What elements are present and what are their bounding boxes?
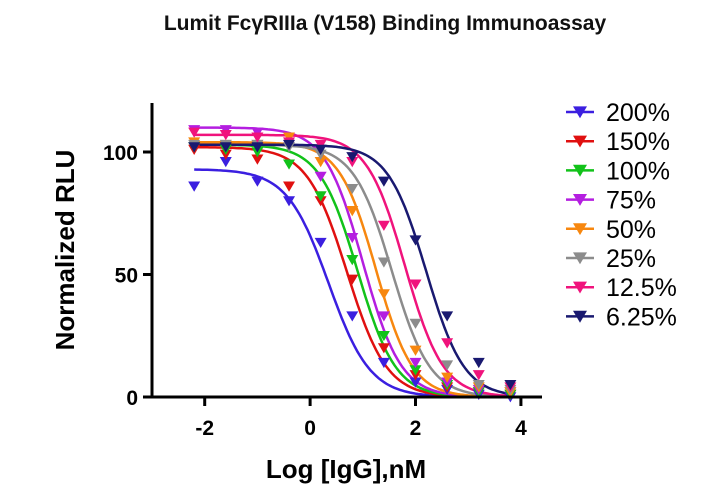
fit-curve-7 [194,143,511,396]
data-point [409,318,422,329]
data-point [219,142,232,153]
data-point [409,377,422,388]
data-point [188,181,201,192]
data-point [314,191,327,202]
data-point [409,345,422,356]
x-tick-label: 0 [304,417,316,440]
data-point [377,343,390,354]
data-point [346,152,359,163]
y-tick-label: 100 [103,142,138,165]
data-point [346,274,359,285]
data-point [441,372,454,383]
data-point [441,311,454,322]
legend-marker [573,281,587,294]
data-point [377,357,390,369]
legend-marker [573,310,587,323]
data-point [377,220,390,231]
y-tick-label: 50 [115,265,138,288]
y-tick-label: 0 [126,387,138,410]
data-point [377,176,390,187]
legend-marker [573,164,587,177]
data-point [441,360,454,371]
legend-marker [573,135,587,148]
fit-curve-4 [194,140,511,399]
legend-label: 100% [606,157,670,185]
data-point [504,379,517,391]
data-point [314,157,327,168]
legend-label: 50% [606,216,656,244]
data-point [283,181,296,192]
legend-label: 6.25% [606,303,677,331]
data-point [314,171,327,182]
data-point [346,255,359,266]
data-point [346,206,359,217]
fit-curve-5 [194,143,511,398]
data-point [472,379,485,391]
legend-label: 150% [606,128,670,156]
data-point [314,237,327,249]
data-point [314,144,327,155]
legend-label: 75% [606,187,656,215]
legend: 200%150%100%75%50%25%12.5%6.25% [566,99,677,331]
legend-marker [573,252,587,265]
data-point [377,330,390,342]
x-tick-label: -2 [195,417,214,440]
data-point [377,257,390,268]
data-point [188,127,201,138]
legend-marker [573,223,587,236]
y-axis-title: Normalized RLU [50,150,80,351]
data-point [441,338,454,349]
data-point [251,142,264,153]
legend-label: 200% [606,99,670,127]
x-tick-label: 2 [410,417,422,440]
legend-label: 12.5% [606,274,677,302]
data-point [251,176,264,187]
legend-marker [573,106,587,119]
data-point [409,279,422,290]
legend-marker [573,194,587,206]
data-point [377,311,390,322]
data-point [472,357,485,369]
chart-title: Lumit FcγRIIIa (V158) Binding Immunoassa… [163,12,607,35]
x-tick-label: 4 [515,417,527,440]
data-point [188,142,201,153]
data-point [409,357,422,369]
data-point [283,159,296,170]
x-axis-title: Log [IgG],nM [266,454,426,484]
data-points [188,125,517,403]
data-point [346,232,359,244]
data-point [472,370,485,381]
data-point [377,289,390,300]
data-point [219,130,232,141]
data-point [219,157,232,168]
fit-curve-2 [194,143,511,399]
data-point [346,183,359,195]
data-point [283,196,296,207]
ticks: -2 0 2 4 0 50 100 [103,142,527,440]
legend-label: 25% [606,245,656,273]
data-point [283,139,296,151]
data-point [409,365,422,376]
data-point [346,311,359,322]
data-point [251,154,264,165]
data-point [409,235,422,246]
data-point [251,132,264,143]
